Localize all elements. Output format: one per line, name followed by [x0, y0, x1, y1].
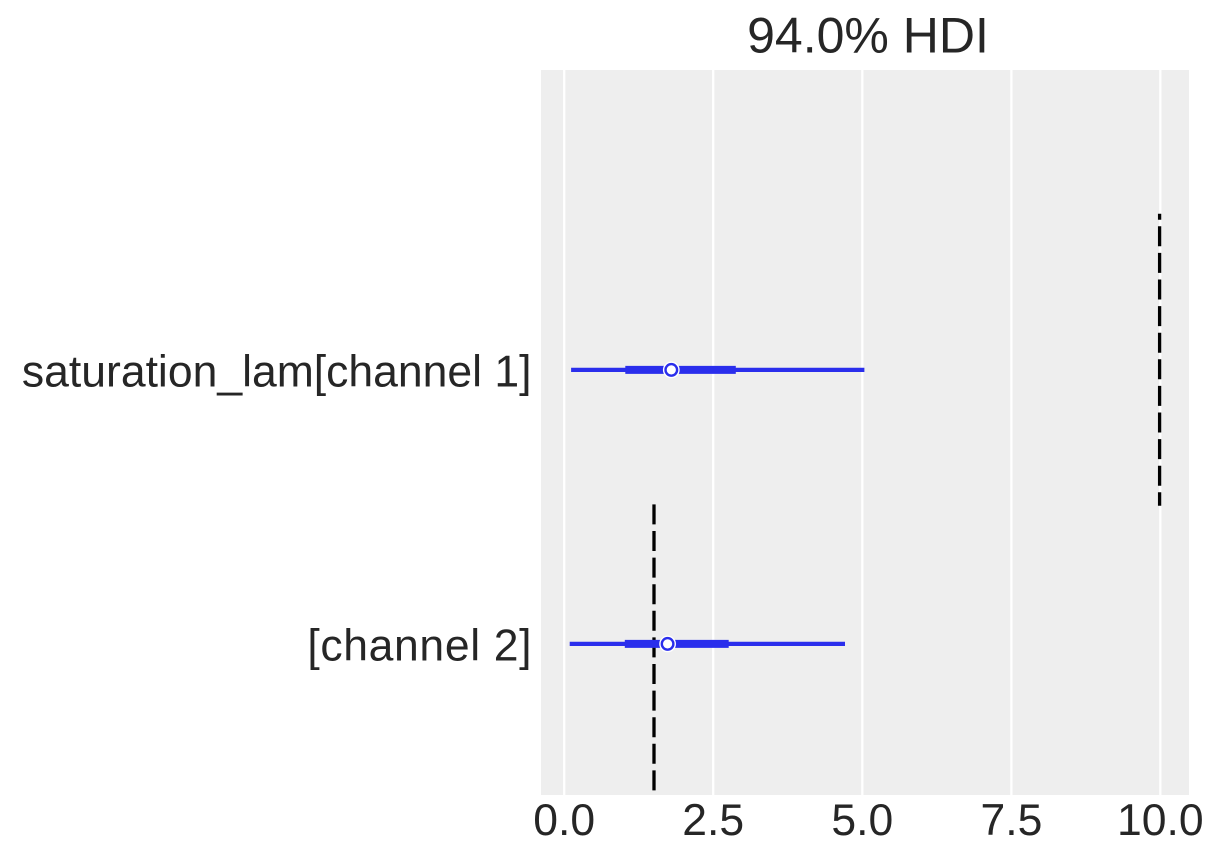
svg-text:5.0: 5.0 [831, 796, 893, 845]
svg-text:10.0: 10.0 [1117, 796, 1204, 845]
svg-text:0.0: 0.0 [533, 796, 595, 845]
svg-text:7.5: 7.5 [980, 796, 1042, 845]
svg-text:94.0% HDI: 94.0% HDI [747, 8, 989, 64]
svg-text:[channel 2]: [channel 2] [307, 622, 532, 671]
svg-text:saturation_lam[channel 1]: saturation_lam[channel 1] [22, 348, 532, 397]
svg-text:2.5: 2.5 [682, 796, 744, 845]
